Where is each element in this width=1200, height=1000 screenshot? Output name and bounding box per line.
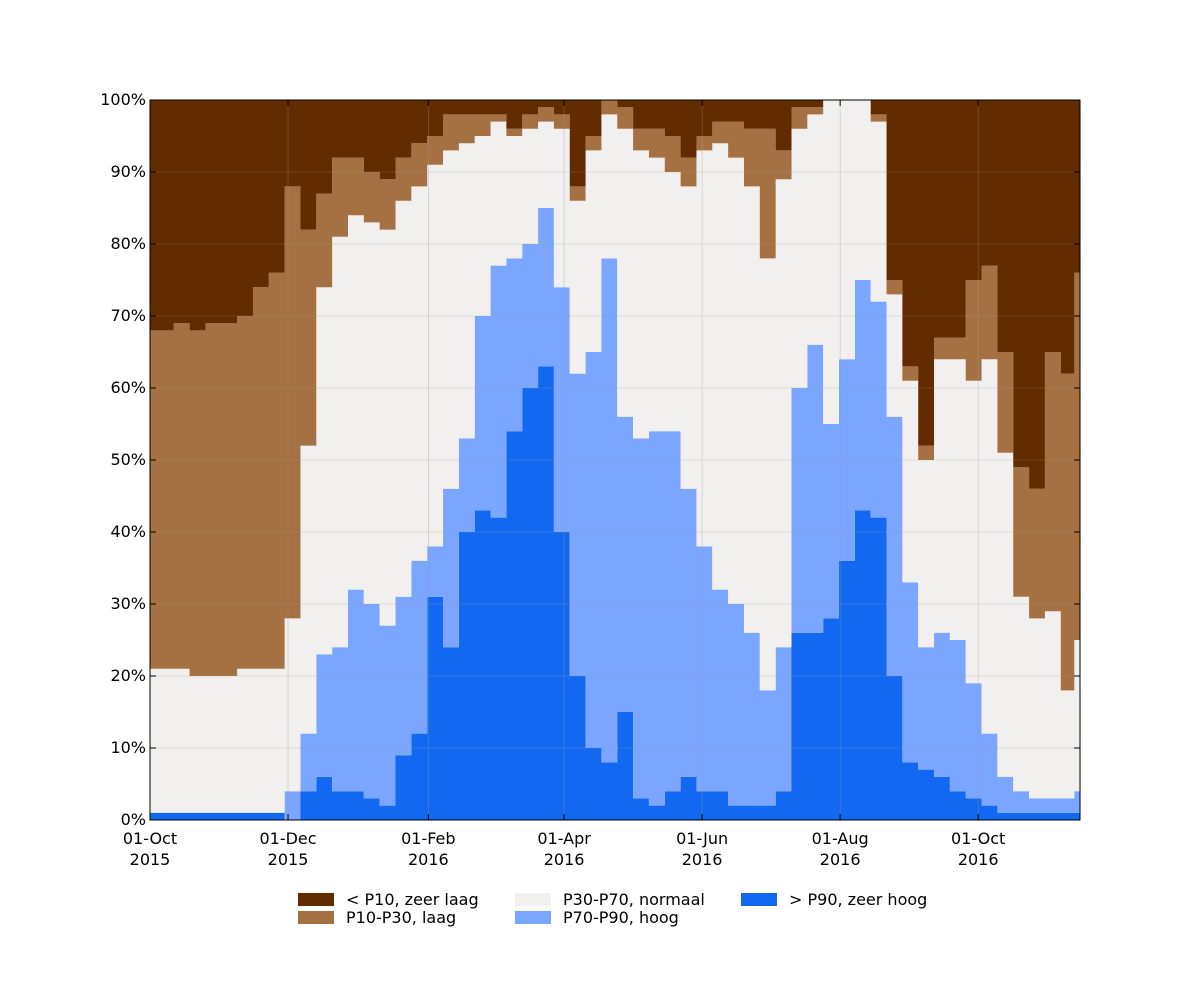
area-series-0 [150, 366, 1080, 820]
y-tick-label: 0% [121, 810, 146, 829]
y-axis-labels: 0% 10% 20% 30% 40% 50% 60% 70% 80% 90% 100% [100, 90, 146, 829]
x-tick-label-year: 2015 [130, 850, 171, 869]
x-tick-label-year: 2016 [820, 850, 861, 869]
x-tick-label-month: 01-Feb [401, 829, 455, 848]
legend-label: P10-P30, laag [346, 908, 456, 927]
legend-swatch [515, 911, 551, 924]
legend-label: > P90, zeer hoog [789, 890, 927, 909]
y-tick-label: 70% [110, 306, 146, 325]
y-tick-label: 10% [110, 738, 146, 757]
axis-ticks [149, 99, 1080, 821]
legend-label: P70-P90, hoog [563, 908, 679, 927]
legend-swatch [741, 893, 777, 906]
x-tick-label-month: 01-Apr [537, 829, 591, 848]
x-tick-label-year: 2016 [544, 850, 585, 869]
x-tick-label-year: 2015 [268, 850, 309, 869]
x-tick-label-month: 01-Oct [951, 829, 1005, 848]
area-series-4 [150, 100, 1080, 489]
area-series-3 [150, 100, 1080, 691]
y-tick-label: 90% [110, 162, 146, 181]
y-tick-label: 20% [110, 666, 146, 685]
x-tick-label-year: 2016 [958, 850, 999, 869]
x-tick-label-month: 01-Dec [259, 829, 316, 848]
y-tick-label: 40% [110, 522, 146, 541]
x-axis-labels: 01-Oct 2015 01-Dec 2015 01-Feb 2016 01-Apr 2016… [123, 829, 1005, 869]
y-tick-label: 60% [110, 378, 146, 397]
legend-swatch [298, 893, 334, 906]
legend-swatch [515, 893, 551, 906]
x-tick-label-month: 01-Aug [812, 829, 869, 848]
y-tick-label: 50% [110, 450, 146, 469]
x-tick-label-year: 2016 [682, 850, 723, 869]
legend-label: < P10, zeer laag [346, 890, 479, 909]
x-tick-label-month: 01-Jun [676, 829, 728, 848]
area-series-2 [150, 100, 1080, 813]
y-tick-label: 100% [100, 90, 146, 109]
legend-swatch [298, 911, 334, 924]
y-tick-label: 30% [110, 594, 146, 613]
legend-label: P30-P70, normaal [563, 890, 705, 909]
stacked-areas [150, 100, 1080, 820]
x-tick-label-month: 01-Oct [123, 829, 177, 848]
x-tick-label-year: 2016 [408, 850, 449, 869]
y-tick-label: 80% [110, 234, 146, 253]
area-series-1 [150, 208, 1080, 820]
